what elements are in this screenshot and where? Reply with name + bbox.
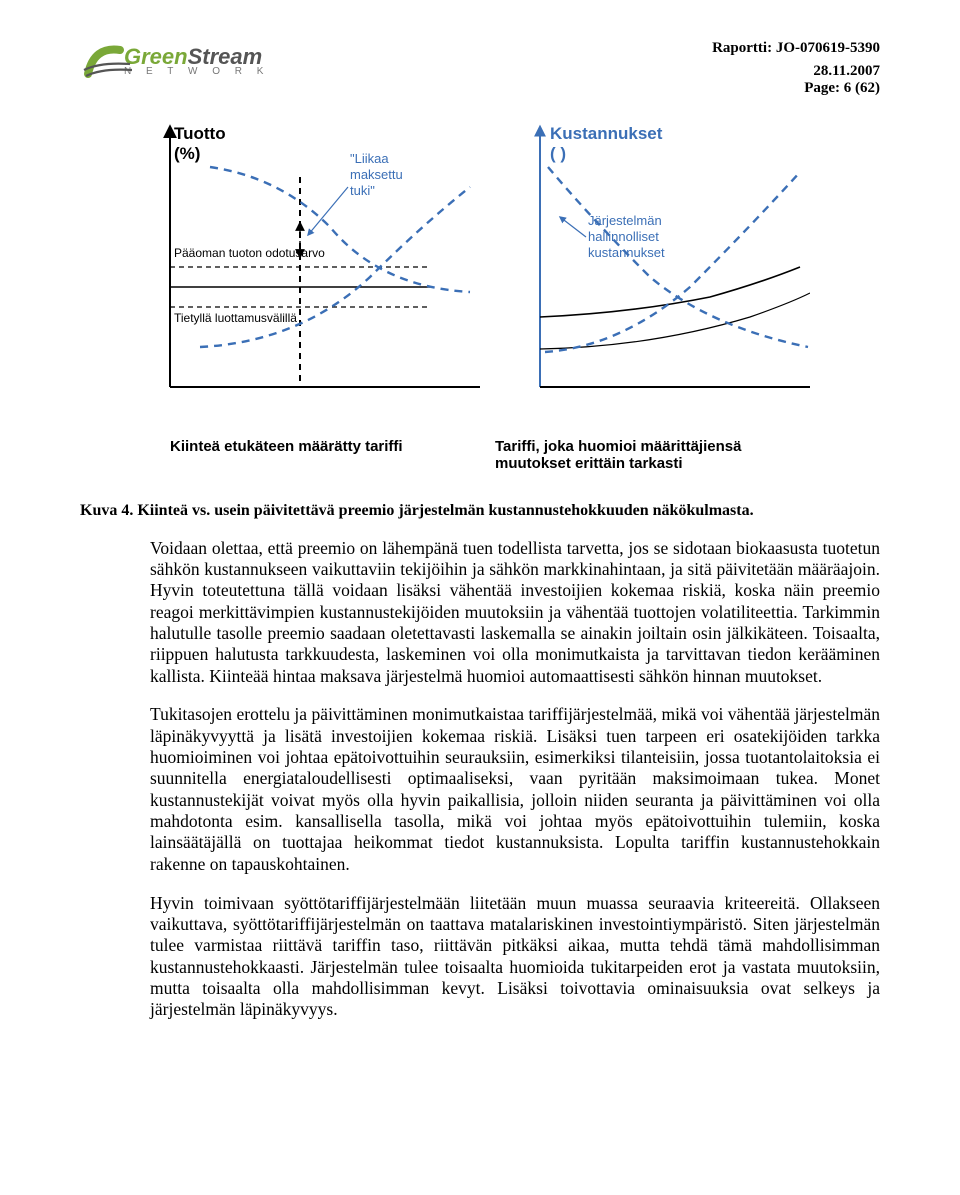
logo-text: GreenStream N E T W O R K [124,44,269,77]
header-meta: Raportti: JO-070619-5390 28.11.2007 Page… [712,40,880,97]
side-note-1: Pääoman tuoton odotusarvo [174,246,325,260]
paragraph-2: Tukitasojen erottelu ja päivittäminen mo… [150,704,880,875]
brand-logo: GreenStream N E T W O R K [80,40,269,80]
y-left-label-2: (%) [174,144,200,163]
y-right-label-2: ( ) [550,144,566,163]
logo-word-stream: Stream [188,44,263,69]
y-left-label-1: Tuotto [174,124,226,143]
body-paragraphs: Voidaan olettaa, että preemio on lähempä… [150,538,880,1021]
paragraph-1: Voidaan olettaa, että preemio on lähempä… [150,538,880,687]
chart-caption-left: Kiinteä etukäteen määrätty tariffi [170,438,495,472]
callout-right-1: Järjestelmän [588,213,662,228]
chart-caption-right: Tariffi, joka huomioi määrittäjiensä muu… [495,438,820,472]
page-header: GreenStream N E T W O R K Raportti: JO-0… [80,40,880,97]
chart-svg: Tuotto (%) Kustannukset ( ) [150,117,810,417]
logo-subtext: N E T W O R K [124,66,269,77]
page: GreenStream N E T W O R K Raportti: JO-0… [0,0,960,1095]
side-note-2: Tietyllä luottamusvälillä [174,311,297,325]
figure-caption: Kuva 4. Kiinteä vs. usein päivitettävä p… [80,502,880,520]
callout-right-3: kustannukset [588,245,665,260]
report-page: Page: 6 (62) [712,80,880,97]
chart-captions: Kiinteä etukäteen määrätty tariffi Tarif… [170,438,820,472]
callout-top-3: tuki" [350,183,375,198]
callout-right-2: hallinnolliset [588,229,659,244]
logo-word-green: Green [124,44,188,69]
callout-top-2: maksettu [350,167,403,182]
logo-swoosh-icon [80,40,130,80]
report-id: Raportti: JO-070619-5390 [712,40,880,57]
cost-chart: Tuotto (%) Kustannukset ( ) [150,117,810,472]
paragraph-3: Hyvin toimivaan syöttötariffijärjestelmä… [150,893,880,1021]
y-right-label-1: Kustannukset [550,124,663,143]
report-date: 28.11.2007 [712,63,880,80]
callout-top-1: "Liikaa [350,151,389,166]
